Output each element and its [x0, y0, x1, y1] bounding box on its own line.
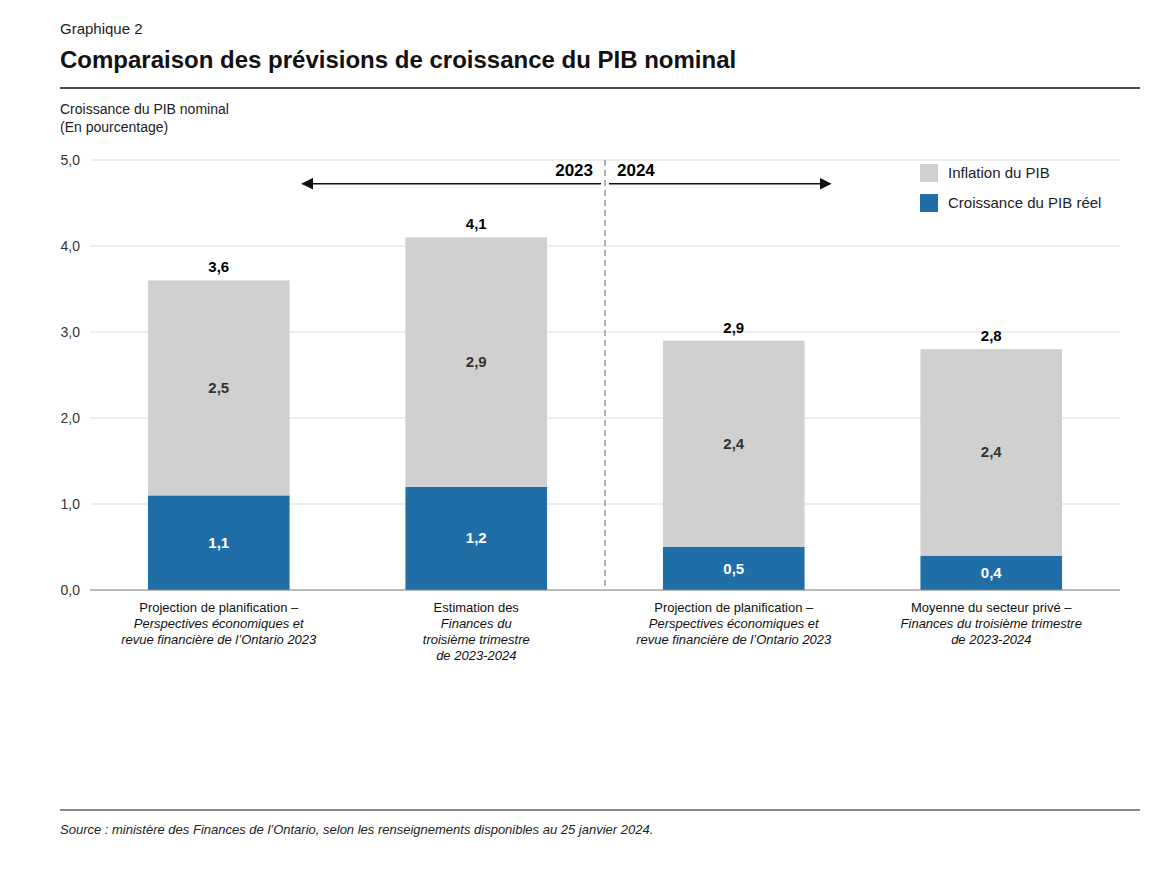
legend-swatch [920, 164, 938, 182]
total-label: 2,8 [981, 327, 1002, 344]
x-tick-label: Projection de planification –Perspective… [636, 600, 832, 647]
segment-label: 2,9 [466, 353, 487, 370]
source: Source : ministère des Finances de l’Ont… [60, 822, 653, 837]
total-label: 3,6 [208, 258, 229, 275]
legend-label: Inflation du PIB [948, 164, 1050, 181]
x-tick-label-line: Estimation des [434, 600, 520, 615]
header-rule [60, 87, 1140, 89]
x-tick-label: Moyenne du secteur privé –Finances du tr… [901, 600, 1082, 647]
bar-segment [405, 487, 547, 590]
x-tick-label-line: Perspectives économiques et [134, 616, 305, 631]
x-tick-label-line: Moyenne du secteur privé – [911, 600, 1072, 615]
y-tick-label: 3,0 [61, 324, 81, 340]
segment-label: 2,4 [981, 443, 1003, 460]
y-tick-label: 0,0 [61, 582, 81, 598]
annotation: 2024 [617, 161, 655, 180]
x-tick-label-line: Projection de planification – [139, 600, 299, 615]
total-label: 2,9 [723, 319, 744, 336]
bar-segment [663, 341, 805, 547]
x-tick-label-line: Projection de planification – [654, 600, 814, 615]
y-label: Croissance du PIB nominal (En pourcentage… [60, 101, 229, 135]
legend-label: Croissance du PIB réel [948, 194, 1101, 211]
y-tick-label: 2,0 [61, 410, 81, 426]
segment-label: 2,4 [723, 435, 745, 452]
y-tick-label: 4,0 [61, 238, 81, 254]
x-tick-label-line: Perspectives économiques et [649, 616, 820, 631]
bar-segment [405, 237, 547, 486]
x-tick-label-line: revue financière de l’Ontario 2023 [636, 632, 832, 647]
x-tick-label-line: de 2023-2024 [436, 648, 516, 663]
bar-segment [148, 280, 290, 495]
title: Comparaison des prévisions de croissance… [60, 46, 736, 73]
x-tick-label-line: troisième trimestre [423, 632, 530, 647]
legend-swatch [920, 194, 938, 212]
total-label: 4,1 [466, 215, 487, 232]
bar-segment [920, 556, 1062, 590]
annotation-arrow [609, 183, 830, 185]
bar-segment [920, 349, 1062, 555]
bar-segment [663, 547, 805, 590]
y-label-line: Croissance du PIB nominal [60, 101, 229, 117]
segment-label: 0,4 [981, 564, 1003, 581]
legend: Inflation du PIB Croissance du PIB réel [920, 164, 1101, 212]
x-tick-label: Projection de planification –Perspective… [121, 600, 317, 647]
annotation-arrow [302, 183, 601, 185]
y-tick-label: 1,0 [61, 496, 81, 512]
subtitle: Graphique 2 [60, 20, 143, 37]
divider [604, 160, 606, 590]
grid [90, 160, 1120, 590]
footer-rule [60, 810, 1140, 811]
segment-label: 0,5 [723, 560, 744, 577]
x-tick-label-line: Finances du [441, 616, 512, 631]
annotation: 2023 [555, 161, 593, 180]
y-label-line: (En pourcentage) [60, 119, 168, 135]
x-tick-label-line: Finances du troisième trimestre [901, 616, 1082, 631]
x-tick-label: Estimation desFinances dutroisième trime… [423, 600, 530, 663]
chart: Graphique 2 Comparaison des prévisions de… [0, 0, 1176, 888]
y-tick-label: 5,0 [61, 152, 81, 168]
segment-label: 1,2 [466, 529, 487, 546]
segment-label: 2,5 [208, 379, 229, 396]
bar-segment [148, 495, 290, 590]
x-tick-label-line: de 2023-2024 [951, 632, 1031, 647]
segment-label: 1,1 [208, 534, 229, 551]
x-tick-label-line: revue financière de l’Ontario 2023 [121, 632, 317, 647]
